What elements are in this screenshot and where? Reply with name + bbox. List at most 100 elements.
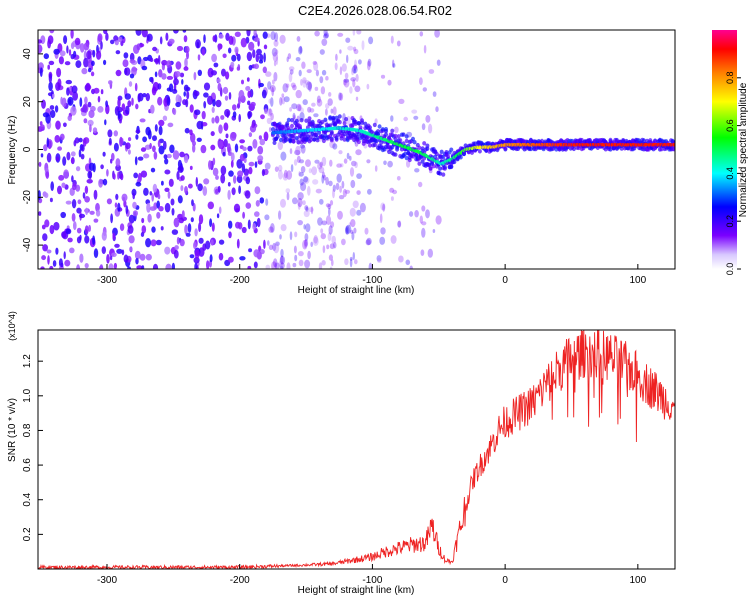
noise-speckle bbox=[104, 119, 107, 126]
noise-speckle bbox=[245, 176, 251, 185]
noise-speckle bbox=[339, 66, 343, 76]
noise-speckle bbox=[113, 142, 119, 152]
signal-halo bbox=[396, 134, 401, 139]
noise-speckle bbox=[88, 109, 95, 119]
noise-speckle bbox=[218, 124, 223, 134]
noise-speckle bbox=[60, 211, 66, 219]
signal-halo bbox=[342, 137, 347, 142]
noise-speckle bbox=[290, 82, 296, 88]
noise-speckle bbox=[194, 262, 198, 269]
y-tick-label: 20 bbox=[22, 96, 33, 108]
noise-speckle bbox=[108, 263, 114, 269]
noise-speckle bbox=[294, 231, 298, 238]
noise-speckle bbox=[175, 61, 182, 70]
noise-speckle bbox=[256, 217, 261, 228]
noise-speckle bbox=[123, 254, 129, 263]
noise-speckle bbox=[167, 122, 174, 128]
noise-speckle bbox=[298, 46, 303, 55]
noise-speckle bbox=[319, 161, 324, 168]
noise-speckle bbox=[341, 238, 346, 246]
noise-speckle bbox=[48, 81, 53, 92]
noise-speckle bbox=[228, 47, 232, 54]
noise-speckle bbox=[231, 54, 237, 62]
noise-speckle bbox=[108, 80, 113, 85]
noise-speckle bbox=[354, 85, 361, 93]
noise-speckle bbox=[156, 211, 161, 219]
noise-speckle bbox=[349, 86, 353, 94]
signal-halo bbox=[653, 139, 658, 144]
noise-speckle bbox=[131, 66, 137, 76]
noise-speckle bbox=[105, 100, 108, 108]
noise-speckle bbox=[110, 158, 113, 164]
noise-speckle bbox=[390, 196, 394, 201]
noise-speckle bbox=[292, 262, 297, 268]
noise-speckle bbox=[275, 49, 279, 55]
signal-halo bbox=[342, 121, 347, 126]
noise-speckle bbox=[392, 189, 398, 195]
noise-speckle bbox=[52, 93, 55, 99]
colorbar-tick-label: 0.2 bbox=[725, 215, 735, 228]
signal-halo bbox=[372, 142, 377, 148]
signal-halo bbox=[305, 134, 310, 139]
noise-speckle bbox=[247, 219, 251, 230]
noise-speckle bbox=[154, 124, 158, 132]
noise-speckle bbox=[353, 64, 357, 71]
noise-speckle bbox=[117, 202, 121, 212]
noise-speckle bbox=[246, 77, 250, 82]
noise-speckle bbox=[192, 144, 196, 153]
noise-speckle bbox=[279, 265, 284, 269]
snr-ylabel: SNR (10 * v/v) bbox=[7, 398, 18, 462]
y-tick-label: -40 bbox=[22, 237, 33, 252]
noise-speckle bbox=[288, 72, 293, 83]
noise-speckle bbox=[392, 59, 395, 68]
noise-speckle bbox=[179, 72, 185, 78]
noise-speckle bbox=[73, 140, 77, 147]
noise-speckle bbox=[434, 30, 440, 38]
signal-halo bbox=[425, 143, 430, 148]
noise-speckle bbox=[217, 83, 222, 92]
noise-speckle bbox=[142, 93, 147, 98]
noise-speckle bbox=[376, 257, 382, 263]
noise-speckle bbox=[53, 221, 60, 231]
signal-halo bbox=[393, 133, 398, 139]
noise-speckle bbox=[158, 206, 164, 212]
noise-speckle bbox=[319, 76, 324, 84]
noise-speckle bbox=[248, 41, 255, 51]
noise-speckle bbox=[253, 30, 257, 37]
noise-speckle bbox=[304, 233, 309, 242]
noise-speckle bbox=[316, 95, 321, 103]
noise-speckle bbox=[268, 244, 274, 250]
noise-speckle bbox=[152, 81, 160, 92]
noise-speckle bbox=[293, 159, 298, 166]
y-tick-label: 0 bbox=[22, 146, 33, 152]
noise-speckle bbox=[277, 141, 283, 151]
noise-speckle bbox=[140, 147, 147, 152]
noise-speckle bbox=[46, 249, 52, 254]
noise-speckle bbox=[297, 104, 302, 112]
noise-speckle bbox=[229, 131, 237, 142]
noise-speckle bbox=[269, 85, 276, 93]
noise-speckle bbox=[62, 156, 67, 166]
noise-speckle bbox=[135, 103, 139, 110]
noise-speckle bbox=[428, 69, 435, 74]
noise-speckle bbox=[185, 86, 191, 92]
noise-speckle bbox=[39, 67, 43, 77]
noise-speckle bbox=[90, 71, 95, 77]
noise-speckle bbox=[48, 73, 53, 83]
noise-speckle bbox=[342, 188, 347, 198]
noise-speckle bbox=[367, 188, 372, 195]
noise-speckle bbox=[172, 150, 180, 160]
noise-speckle bbox=[207, 201, 214, 210]
noise-speckle bbox=[65, 79, 73, 85]
noise-speckle bbox=[201, 48, 206, 56]
noise-speckle bbox=[352, 200, 359, 209]
noise-speckle bbox=[78, 137, 83, 143]
noise-speckle bbox=[414, 168, 420, 173]
noise-speckle bbox=[216, 78, 221, 83]
noise-speckle bbox=[120, 173, 124, 181]
noise-speckle bbox=[264, 214, 270, 221]
noise-speckle bbox=[238, 185, 242, 194]
noise-speckle bbox=[374, 118, 378, 125]
noise-speckle bbox=[140, 170, 148, 178]
noise-speckle bbox=[42, 244, 48, 252]
